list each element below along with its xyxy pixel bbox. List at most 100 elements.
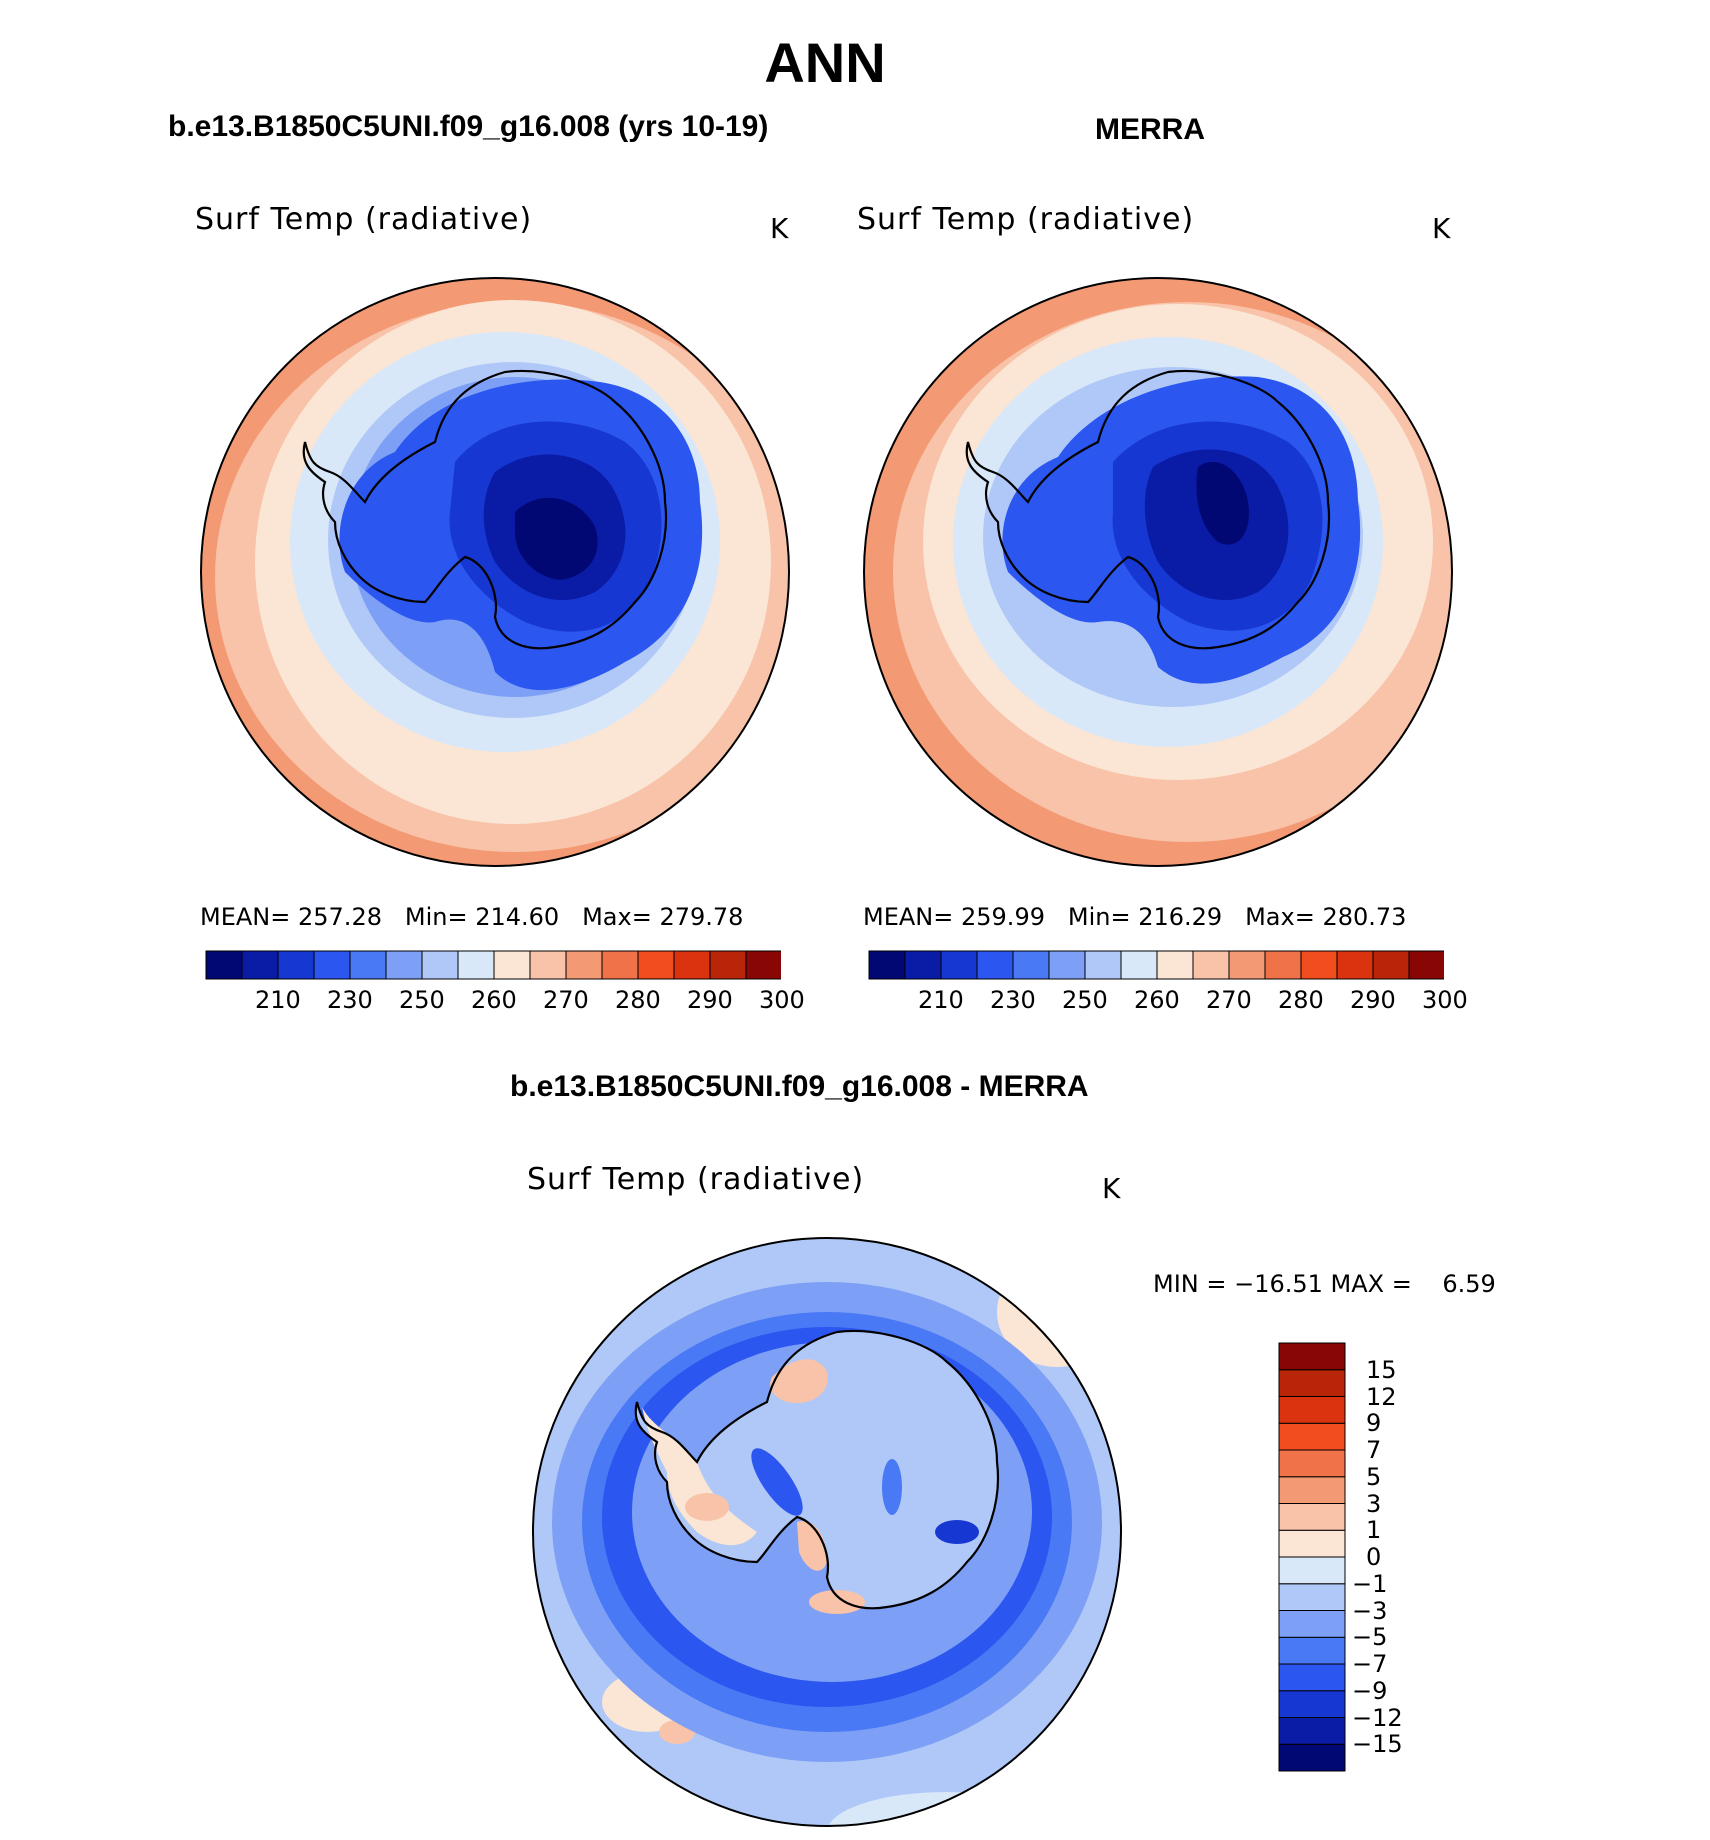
colorbar-tick-label: 210 [918,986,964,1014]
colorbar-swatch [1372,950,1410,980]
antarctica-coastline [965,370,1330,650]
colorbar-swatch [709,950,747,980]
mean-label: MEAN= [863,903,954,931]
colorbar-swatch [976,950,1014,980]
colorbar-swatch [1278,1690,1346,1718]
colorbar-swatch [1278,1369,1346,1397]
diff-minmax: MIN = −16.51 MAX = 6.59 [1153,1270,1496,1298]
model-colorbar [205,950,781,980]
diff-colorbar [1278,1342,1346,1772]
map-field-band [515,497,598,580]
diff-case-title: b.e13.B1850C5UNI.f09_g16.008 - MERRA [510,1070,1089,1103]
model-stats: MEAN= 257.28 Min= 214.60 Max= 279.78 [200,903,743,931]
colorbar-swatch [1156,950,1194,980]
map-field-band [882,1459,902,1515]
max-label: Max= [582,903,652,931]
colorbar-tick-label: 7 [1366,1436,1382,1464]
colorbar-tick-label: 230 [990,986,1036,1014]
colorbar-swatch [421,950,459,980]
colorbar-tick-label: 1 [1366,1516,1382,1545]
map-field-band [642,1407,757,1546]
colorbar-swatch [1278,1396,1346,1424]
antarctica-coastline [302,370,667,650]
colorbar-swatch [1278,1529,1346,1558]
colorbar-tick-label: −9 [1352,1676,1388,1705]
colorbar-swatch [1278,1556,1346,1585]
colorbar-tick-label: 230 [327,986,373,1014]
colorbar-swatch [457,950,495,980]
map-boundary [863,277,1453,867]
colorbar-tick-label: 300 [759,986,805,1014]
colorbar-tick-label: −12 [1352,1703,1403,1732]
colorbar-swatch [1120,950,1158,980]
colorbar-swatch [1278,1663,1346,1692]
map-field-band [751,1448,803,1516]
colorbar-swatch [277,950,315,980]
mean-value: 259.99 [961,903,1045,931]
colorbar-swatch [1278,1717,1346,1745]
colorbar-swatch [637,950,675,980]
mean-label: MEAN= [200,903,291,931]
model-units: K [770,212,789,245]
colorbar-swatch [1336,950,1374,980]
max-label: Max= [1245,903,1315,931]
colorbar-tick-label: 280 [615,986,661,1014]
diff-units: K [1102,1172,1121,1205]
obs-polar-map [863,277,1453,867]
colorbar-swatch [1192,950,1230,980]
colorbar-tick-label: 280 [1278,986,1324,1014]
colorbar-swatch [1300,950,1338,980]
colorbar-swatch [1084,950,1122,980]
colorbar-tick-label: −3 [1352,1596,1388,1625]
colorbar-swatch [601,950,639,980]
model-variable-title: Surf Temp (radiative) [195,202,533,237]
diff-polar-map [532,1237,1122,1827]
colorbar-tick-label: 3 [1366,1489,1382,1518]
max-value: 280.73 [1322,903,1407,931]
colorbar-tick-label: 290 [687,986,733,1014]
colorbar-swatch [1228,950,1266,980]
min-value: 214.60 [475,903,560,931]
obs-colorbar-labels: 210 230 250 260 270 280 290 300 [868,986,1468,1016]
model-colorbar-labels: 210 230 250 260 270 280 290 300 [205,986,805,1016]
colorbar-tick-label: 250 [399,986,445,1014]
map-field-band [685,1493,729,1521]
colorbar-tick-label: 12 [1366,1382,1397,1411]
colorbar-swatch [1408,950,1444,980]
colorbar-tick-label: 300 [1422,986,1468,1014]
colorbar-swatch [868,950,906,980]
map-field-band [809,1590,865,1614]
colorbar-swatch [349,950,387,980]
obs-units: K [1432,212,1451,245]
main-title: ANN [764,31,886,94]
colorbar-swatch [1278,1636,1346,1665]
min-label: Min= [1067,903,1131,931]
colorbar-tick-label: −1 [1352,1569,1388,1598]
colorbar-swatch [1278,1342,1346,1371]
obs-variable-title: Surf Temp (radiative) [857,202,1195,237]
colorbar-swatch [1278,1476,1346,1504]
colorbar-tick-label: 250 [1062,986,1108,1014]
map-boundary [200,277,790,867]
colorbar-tick-label: 9 [1366,1409,1382,1438]
colorbar-swatch [1278,1583,1346,1611]
colorbar-swatch [1048,950,1086,980]
map-field-band [935,1520,979,1544]
colorbar-swatch [1012,950,1050,980]
map-boundary [532,1237,1122,1827]
colorbar-swatch [529,950,567,980]
colorbar-tick-label: 260 [1134,986,1180,1014]
colorbar-swatch [313,950,351,980]
colorbar-swatch [205,950,243,980]
map-field-band [770,1359,828,1403]
colorbar-swatch [940,950,978,980]
colorbar-tick-label: 5 [1366,1462,1382,1491]
colorbar-swatch [385,950,423,980]
colorbar-swatch [1278,1422,1346,1451]
colorbar-tick-label: 270 [543,986,589,1014]
obs-case-title: MERRA [1095,113,1205,146]
colorbar-swatch [673,950,711,980]
colorbar-swatch [1264,950,1302,980]
colorbar-tick-label: 15 [1366,1355,1397,1384]
map-field-band [1196,461,1249,545]
